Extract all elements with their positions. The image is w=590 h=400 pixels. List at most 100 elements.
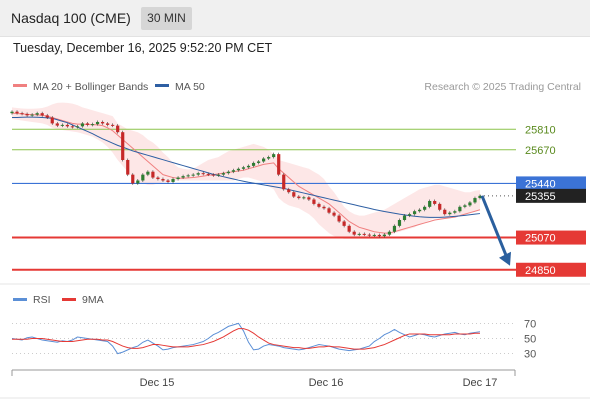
candle-body: [317, 203, 321, 207]
candle-body: [221, 173, 225, 175]
candle-body: [70, 126, 74, 128]
candle-body: [377, 234, 381, 237]
candle-body: [473, 198, 477, 203]
candle-body: [342, 221, 346, 226]
rsi-ma-legend-swatch: [62, 298, 76, 301]
candle-body: [478, 195, 482, 199]
rsi-legend-swatch: [13, 298, 27, 301]
candle-body: [20, 113, 24, 115]
candle-body: [352, 231, 356, 235]
candle-body: [307, 197, 311, 200]
candle-body: [191, 174, 195, 176]
candle-body: [246, 165, 251, 168]
candle-body: [116, 125, 120, 133]
candle-body: [297, 196, 301, 199]
candle-body: [176, 177, 180, 180]
candle-body: [80, 123, 85, 127]
candle-body: [156, 177, 160, 180]
candle-body: [90, 124, 95, 126]
pivot-label-25440: 25440: [525, 178, 556, 190]
candle-body: [181, 176, 185, 178]
support-tag-25070: [516, 230, 586, 245]
forecast-arrow-shaft: [480, 195, 509, 259]
candle-body: [468, 202, 472, 206]
ma50-legend-swatch: [155, 84, 169, 87]
ma20-line: [11, 112, 481, 234]
candle-body: [397, 220, 402, 226]
candle-body: [438, 203, 442, 210]
candle-body: [287, 189, 291, 193]
candle-body: [423, 206, 427, 210]
candle-body: [382, 234, 386, 237]
candle-body: [186, 175, 190, 177]
candle-body: [236, 168, 241, 171]
candle-body: [402, 215, 407, 220]
rsi-level-label-70: 70: [524, 318, 536, 330]
candle-body: [171, 179, 175, 182]
candle-body: [206, 173, 210, 175]
candle-body: [106, 123, 110, 125]
candle-body: [50, 117, 54, 124]
candle-body: [443, 209, 447, 215]
candle-body: [45, 115, 49, 118]
forecast-arrow-head: [499, 251, 511, 266]
candle-body: [211, 174, 215, 176]
candle-body: [463, 205, 467, 207]
candle-body: [418, 209, 422, 212]
timeframe-badge[interactable]: 30 MIN: [141, 7, 192, 30]
candle-body: [100, 121, 105, 124]
candle-body: [433, 200, 437, 204]
candle-body: [131, 174, 135, 184]
candle-body: [60, 124, 64, 126]
ma20-legend-swatch: [13, 84, 27, 87]
bollinger-band: [12, 102, 480, 240]
resistance-label-25670: 25670: [525, 145, 556, 157]
candle-body: [267, 157, 271, 159]
candle-body: [111, 124, 115, 126]
candle-body: [448, 212, 452, 215]
pivot-tag-25440: [516, 176, 586, 191]
candle-body: [55, 123, 59, 126]
candle-body: [407, 214, 412, 216]
candle-body: [75, 126, 80, 128]
time-axis: Dec 15 Dec 16 Dec 17: [0, 369, 590, 399]
candle-body: [392, 225, 397, 232]
ma50-line: [12, 116, 481, 218]
candle-body: [10, 111, 14, 114]
candle-body: [312, 199, 316, 204]
rsi-legend-label: RSI: [33, 294, 51, 306]
candle-body: [241, 167, 246, 169]
candle-body: [231, 170, 236, 172]
candle-body: [292, 192, 296, 197]
candle-body: [35, 113, 39, 115]
rsi-legend: RSI 9MA: [13, 294, 104, 306]
candle-body: [136, 180, 140, 184]
candle-body: [30, 114, 34, 116]
candle-body: [428, 200, 432, 207]
support-label-24850: 24850: [525, 265, 556, 277]
rsi-ma-line: [12, 328, 480, 350]
research-credit: Research © 2025 Trading Central: [424, 81, 581, 93]
candle-body: [327, 208, 331, 213]
candle-body: [146, 171, 150, 175]
candle-body: [161, 179, 165, 181]
candle-body: [65, 124, 69, 127]
candle-body: [387, 231, 392, 235]
ma50-legend-label: MA 50: [175, 81, 205, 93]
rsi-ma-legend-label: 9MA: [82, 294, 104, 306]
candle-body: [412, 211, 417, 215]
candle-body: [166, 180, 170, 182]
candle-body: [25, 113, 29, 116]
rsi-line: [11, 322, 481, 355]
candle-body: [141, 174, 145, 181]
candle-body: [453, 211, 457, 213]
candle-body: [216, 174, 220, 176]
candle-body: [151, 171, 155, 178]
support-label-25070: 25070: [525, 233, 556, 245]
x-tick-label: Dec 17: [463, 377, 498, 389]
candle-body: [277, 154, 281, 175]
candle-body: [95, 121, 100, 125]
